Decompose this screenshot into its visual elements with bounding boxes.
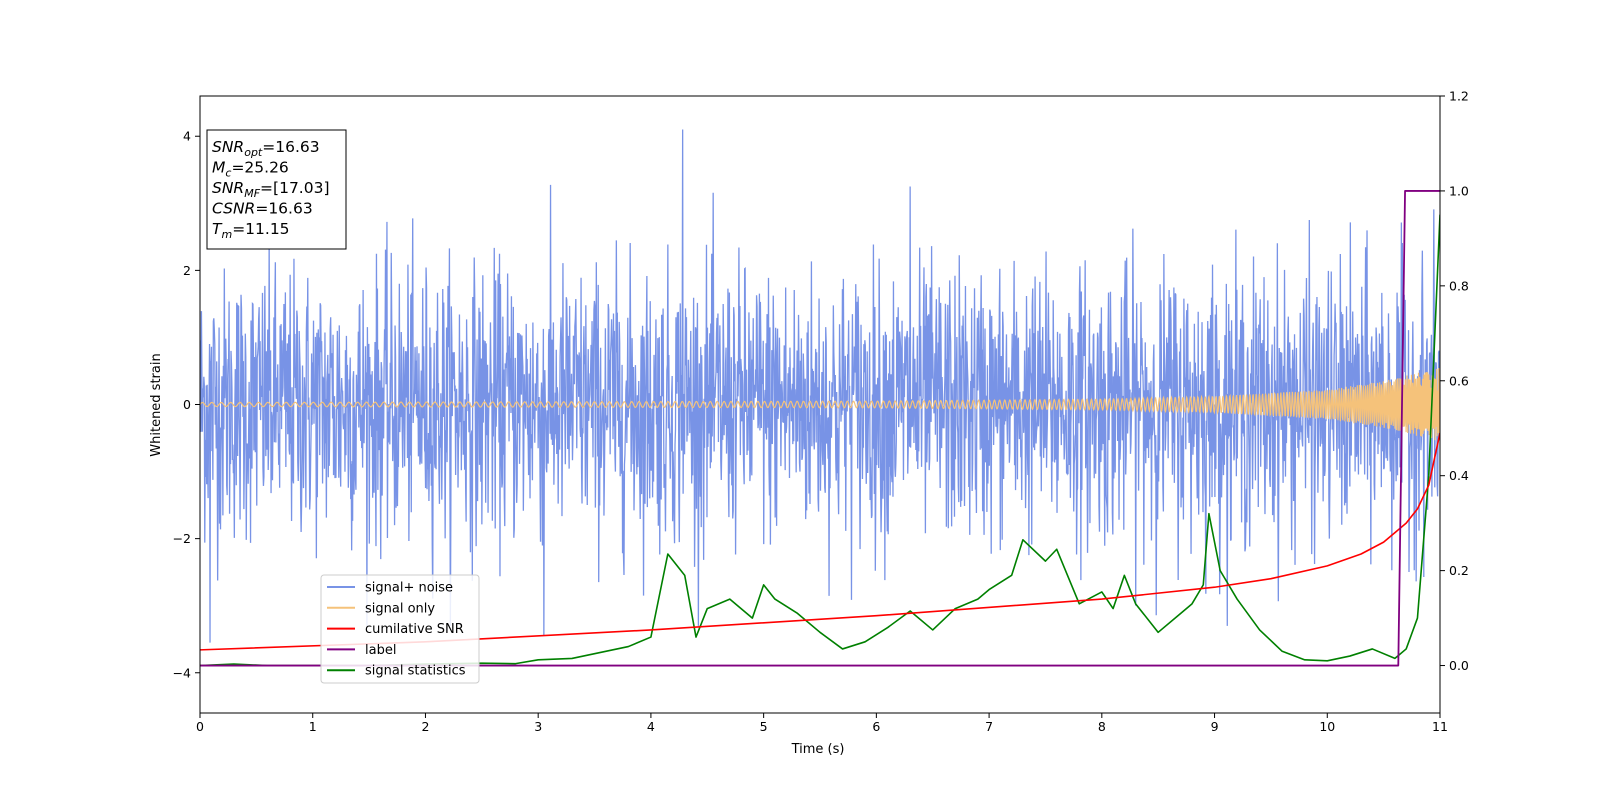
- x-tick-label: 6: [872, 719, 880, 734]
- x-tick-label: 4: [647, 719, 655, 734]
- y-right-tick-label: 0.6: [1449, 373, 1469, 388]
- y-right-tick-label: 1.2: [1449, 89, 1469, 104]
- annotation-line: Tm=11.15: [212, 220, 290, 241]
- x-axis-label: Time (s): [791, 742, 845, 757]
- series-signal-statistics-line: [200, 214, 1440, 667]
- annotation-line: CSNR=16.63: [212, 200, 313, 218]
- y-left-tick-label: 2: [183, 263, 191, 278]
- x-tick-label: 3: [534, 719, 542, 734]
- y-left-tick-label: −4: [173, 665, 191, 680]
- series-cumulative-snr-line: [200, 432, 1440, 651]
- y-right-tick-label: 1.0: [1449, 183, 1469, 198]
- x-tick-label: 5: [760, 719, 768, 734]
- y-axis-right-ticks: 1.2 1.0 0.8 0.6 0.4 0.2 0.0: [1440, 89, 1469, 673]
- x-tick-label: 1: [309, 719, 317, 734]
- series-label-line: [200, 190, 1440, 667]
- data-layer: [200, 129, 1440, 667]
- y-axis-left-ticks: 4 2 0 −2 −4: [173, 129, 200, 680]
- series-signal-only-line: [200, 367, 1440, 441]
- y-left-tick-label: 0: [183, 397, 191, 412]
- x-axis-ticks: 0 1 2 3 4 5 6 7 8 9 10 11: [196, 713, 1448, 734]
- y-right-tick-label: 0.8: [1449, 278, 1469, 293]
- y-right-tick-label: 0.0: [1449, 658, 1469, 673]
- x-tick-label: 7: [985, 719, 993, 734]
- legend-frame: [320, 574, 480, 684]
- y-left-tick-label: 4: [183, 129, 191, 144]
- x-tick-label: 2: [421, 719, 429, 734]
- x-tick-label: 8: [1098, 719, 1106, 734]
- legend: signal+ noise signal only cumilative SNR la…: [320, 574, 480, 684]
- legend-label: cumilative SNR: [365, 622, 464, 637]
- y-left-tick-label: −2: [173, 531, 191, 546]
- annotation-line: SNRopt=16.63: [212, 138, 320, 159]
- series-signal-noise-line: [200, 129, 1440, 643]
- annotation-line: SNRMF=[17.03]: [212, 179, 330, 200]
- annotation-line: Mc=25.26: [212, 159, 289, 180]
- annotation-frame: [206, 129, 347, 250]
- y-right-tick-label: 0.2: [1449, 563, 1469, 578]
- legend-label: signal statistics: [365, 664, 466, 679]
- x-tick-label: 0: [196, 719, 204, 734]
- annotation-box: SNRopt=16.63Mc=25.26SNRMF=[17.03]CSNR=16…: [206, 129, 347, 250]
- x-tick-label: 11: [1432, 719, 1448, 734]
- y-right-tick-label: 0.4: [1449, 468, 1469, 483]
- legend-label: signal only: [365, 601, 435, 616]
- legend-label: signal+ noise: [365, 581, 453, 596]
- y-axis-label: Whitened strain: [149, 353, 164, 456]
- x-tick-label: 10: [1319, 719, 1335, 734]
- legend-label: label: [365, 643, 396, 658]
- x-tick-label: 9: [1211, 719, 1219, 734]
